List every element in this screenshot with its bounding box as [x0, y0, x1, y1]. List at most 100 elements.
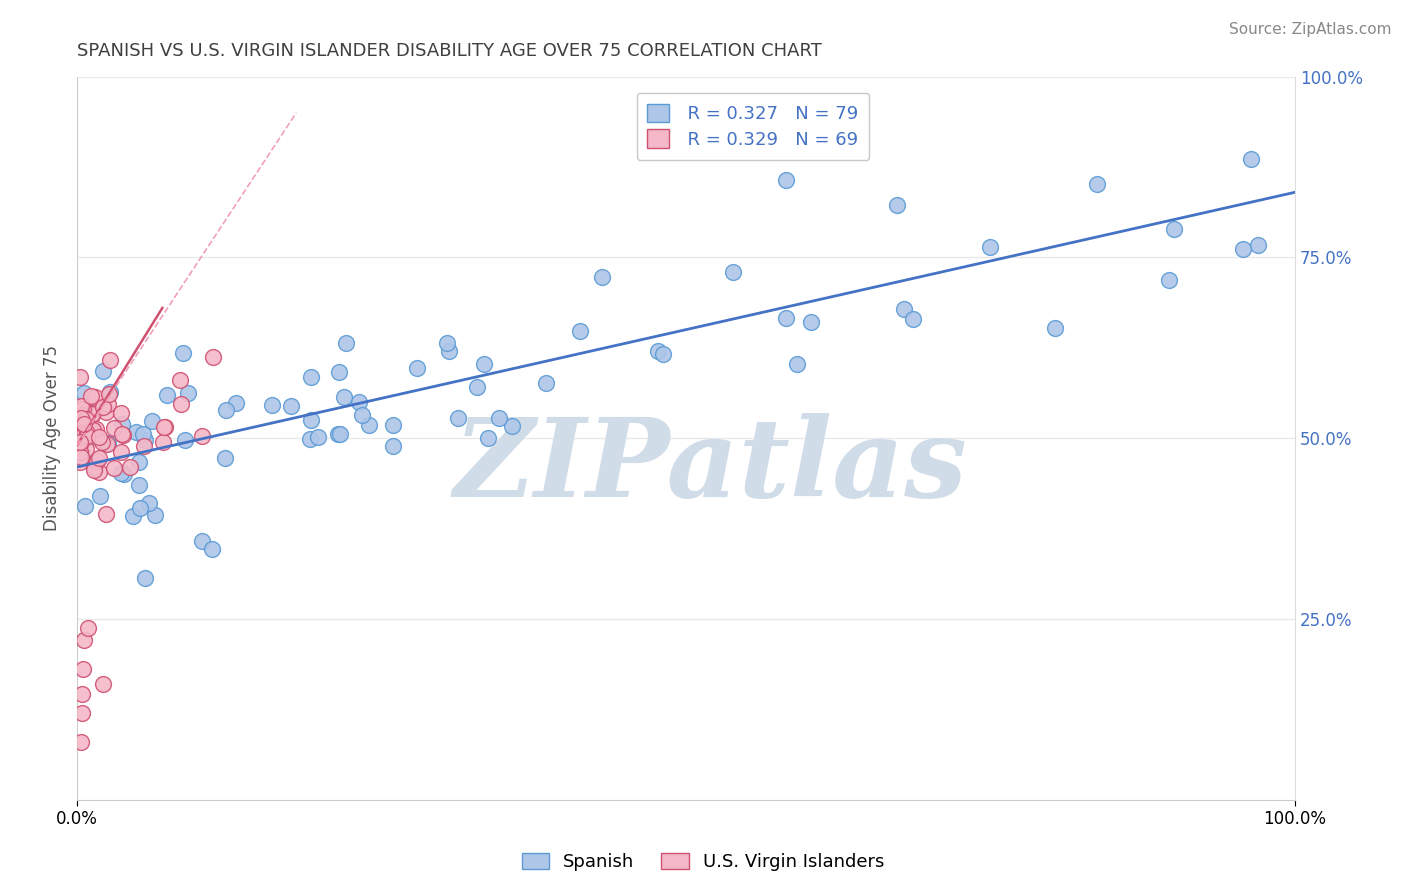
Point [347, 394, 370, 409]
Point [110, 445, 132, 459]
Point [1163, 222, 1185, 236]
Point [80, 408, 103, 422]
Point [118, 460, 141, 475]
Point [134, 571, 156, 585]
Point [138, 496, 160, 510]
Point [886, 198, 908, 212]
Point [83, 460, 105, 475]
Point [80, 409, 103, 423]
Point [73, 633, 96, 648]
Point [70, 408, 93, 422]
Legend:   R = 0.327   N = 79,   R = 0.329   N = 69: R = 0.327 N = 79, R = 0.329 N = 69 [637, 93, 869, 160]
Point [141, 413, 163, 427]
Point [89, 401, 111, 415]
Point [69, 411, 91, 425]
Point [69, 734, 91, 748]
Text: ZIPatlas: ZIPatlas [454, 413, 967, 521]
Point [69, 435, 91, 450]
Point [134, 433, 156, 447]
Point [382, 439, 405, 453]
Point [488, 410, 510, 425]
Point [437, 344, 460, 359]
Point [721, 265, 744, 279]
Point [153, 420, 176, 434]
Point [173, 433, 195, 447]
Point [79, 389, 101, 403]
Point [111, 417, 134, 431]
Point [152, 434, 174, 449]
Text: SPANISH VS U.S. VIRGIN ISLANDER DISABILITY AGE OVER 75 CORRELATION CHART: SPANISH VS U.S. VIRGIN ISLANDER DISABILI… [77, 42, 823, 60]
Point [73, 431, 96, 445]
Point [214, 450, 236, 465]
Point [155, 419, 177, 434]
Point [169, 373, 191, 387]
Point [350, 408, 373, 422]
Point [406, 360, 429, 375]
Point [329, 427, 352, 442]
Point [75, 411, 97, 425]
Point [72, 449, 94, 463]
Point [132, 427, 155, 442]
Point [83, 462, 105, 476]
Point [96, 436, 118, 450]
Point [335, 335, 357, 350]
Point [69, 455, 91, 469]
Point [129, 501, 152, 516]
Y-axis label: Disability Age Over 75: Disability Age Over 75 [44, 345, 60, 531]
Point [299, 412, 322, 426]
Point [215, 403, 238, 417]
Point [202, 350, 225, 364]
Point [75, 442, 97, 456]
Point [98, 353, 121, 368]
Point [1232, 242, 1254, 256]
Point [73, 499, 96, 513]
Point [128, 454, 150, 468]
Point [82, 423, 104, 437]
Point [155, 387, 177, 401]
Point [1240, 152, 1263, 166]
Point [72, 400, 94, 414]
Point [69, 415, 91, 429]
Point [359, 417, 381, 432]
Point [76, 425, 98, 440]
Point [96, 437, 118, 451]
Point [69, 420, 91, 434]
Point [69, 437, 91, 451]
Point [647, 343, 669, 358]
Point [72, 425, 94, 440]
Point [225, 395, 247, 409]
Point [70, 687, 93, 701]
Point [84, 390, 107, 404]
Point [91, 364, 114, 378]
Point [299, 370, 322, 384]
Point [97, 397, 120, 411]
Point [110, 467, 132, 481]
Point [89, 489, 111, 503]
Point [125, 425, 148, 440]
Point [280, 399, 302, 413]
Point [381, 417, 404, 432]
Point [328, 365, 350, 379]
Point [800, 315, 823, 329]
Point [1043, 320, 1066, 334]
Point [1085, 177, 1108, 191]
Point [80, 430, 103, 444]
Point [191, 533, 214, 548]
Point [103, 421, 125, 435]
Point [786, 357, 808, 371]
Point [132, 439, 155, 453]
Point [70, 706, 93, 720]
Point [332, 390, 354, 404]
Point [111, 428, 134, 442]
Point [90, 435, 112, 450]
Point [534, 376, 557, 390]
Point [501, 419, 523, 434]
Point [447, 410, 470, 425]
Point [80, 407, 103, 421]
Point [72, 662, 94, 676]
Point [70, 417, 93, 432]
Point [591, 269, 613, 284]
Point [87, 430, 110, 444]
Point [979, 240, 1001, 254]
Point [170, 397, 193, 411]
